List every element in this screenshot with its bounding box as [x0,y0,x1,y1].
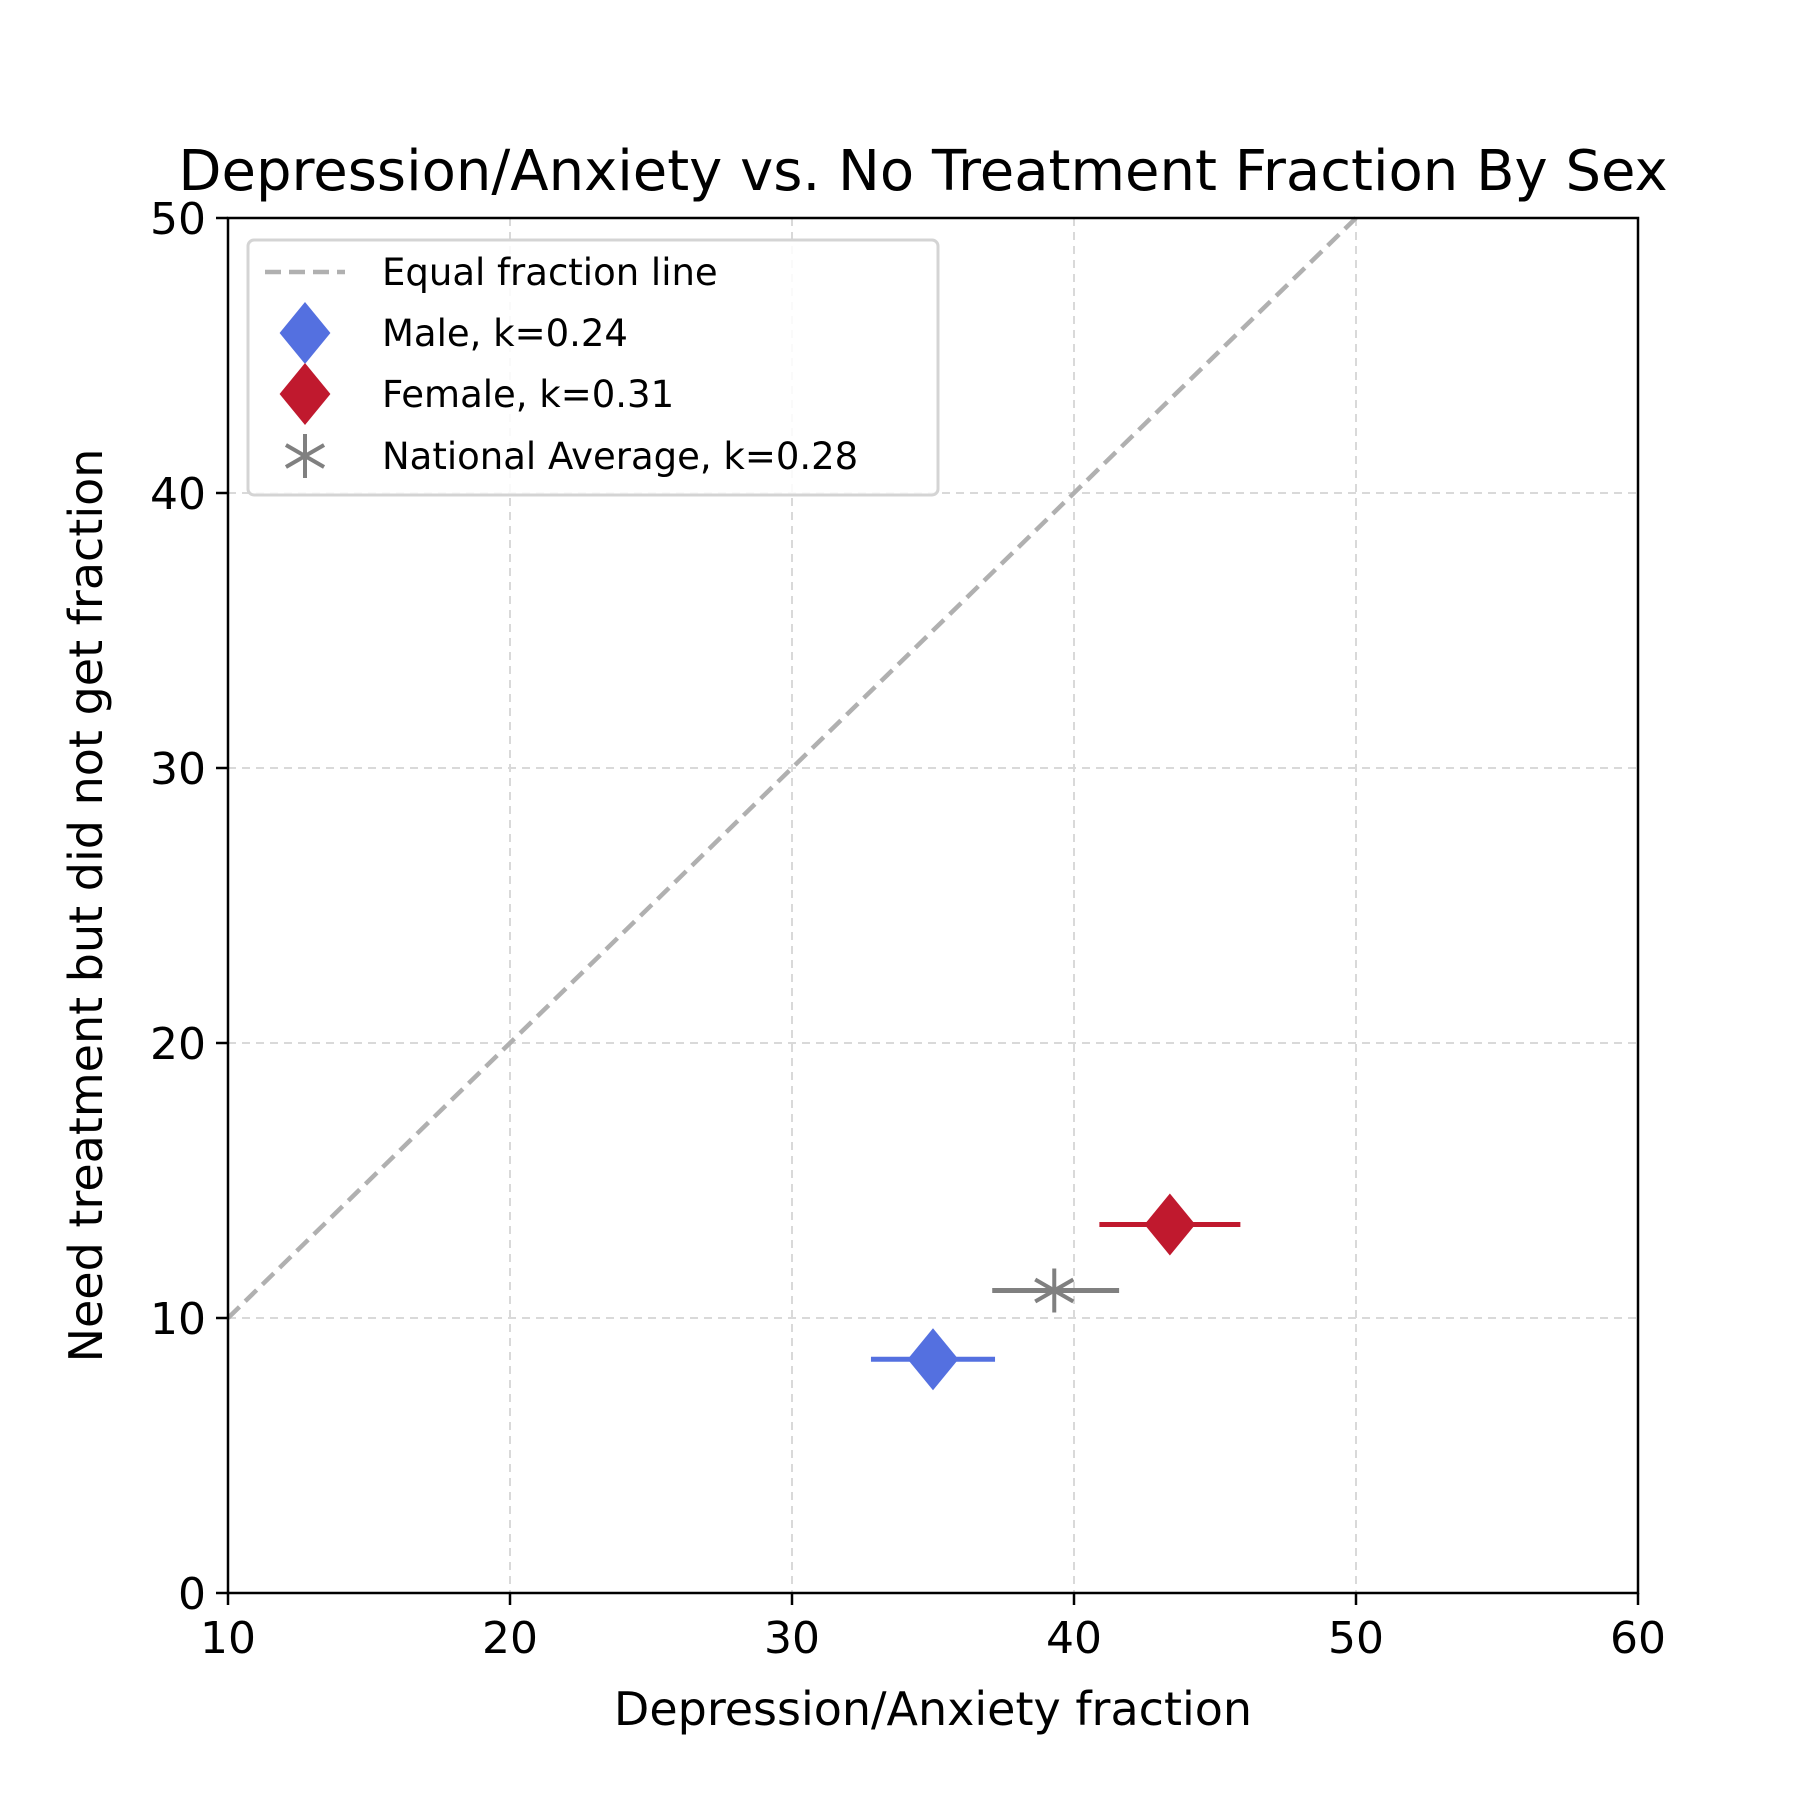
chart-title: Depression/Anxiety vs. No Treatment Frac… [178,139,1667,204]
y-tick-label: 20 [150,1019,206,1070]
plot-frame [226,216,1640,1595]
x-tick-label: 30 [764,1613,820,1664]
markers [907,1193,1196,1391]
legend-box [246,238,940,497]
legend-female-swatch [279,363,331,425]
x-tick-label: 50 [1328,1613,1384,1664]
y-axis-label: Need treatment but did not get fraction [59,449,113,1363]
female-marker [1144,1193,1196,1256]
x-tick-label: 20 [482,1613,538,1664]
y-tick-label: 0 [178,1569,206,1620]
x-tick-label: 40 [1046,1613,1102,1664]
national-average-marker [1034,1268,1075,1313]
x-axis-label: Depression/Anxiety fraction [614,1682,1252,1736]
legend-national-average-swatch [284,434,326,478]
legend-label-female: Female, k=0.31 [382,373,674,416]
legend-male-swatch [279,302,331,364]
legend: Equal fraction line Male, k=0.24 Female, k… [246,238,940,497]
y-tick-label: 40 [150,469,206,520]
x-tick-label: 60 [1610,1613,1666,1664]
male-marker [907,1328,959,1391]
legend-label-equal-line: Equal fraction line [382,251,718,294]
y-tick-label: 10 [150,1294,206,1345]
y-tick-label: 50 [150,194,206,245]
x-tick-label: 10 [200,1613,256,1664]
legend-label-national-average: National Average, k=0.28 [382,435,858,478]
y-tick-label: 30 [150,744,206,795]
legend-label-male: Male, k=0.24 [382,312,628,355]
